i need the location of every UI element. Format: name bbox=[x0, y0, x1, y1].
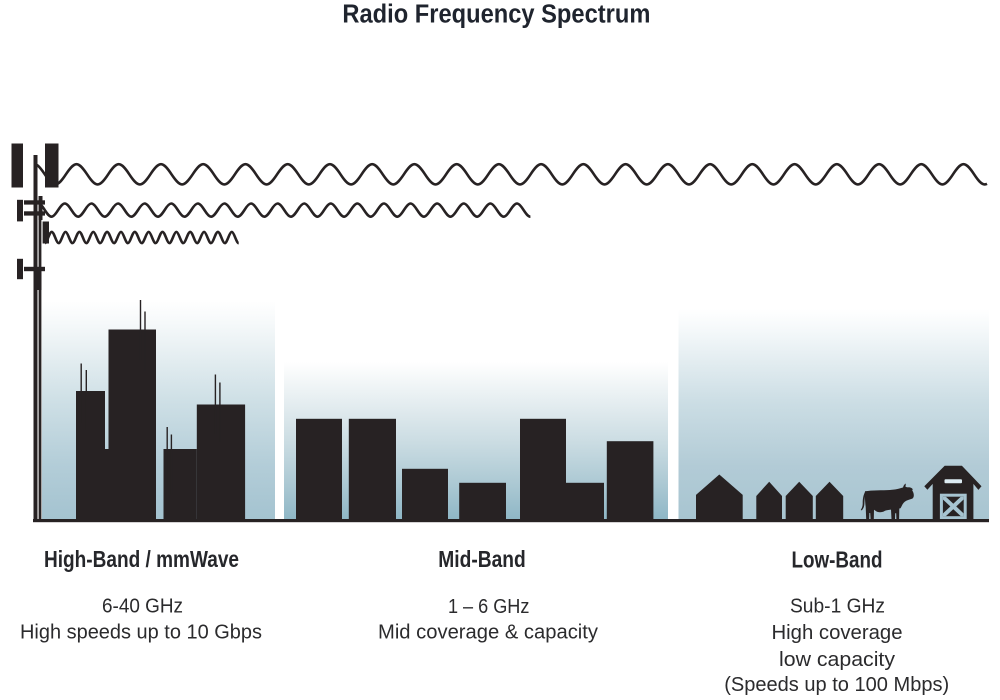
svg-text:Low-Band: Low-Band bbox=[792, 547, 883, 573]
svg-text:low capacity: low capacity bbox=[779, 649, 895, 671]
svg-text:Mid coverage & capacity: Mid coverage & capacity bbox=[378, 622, 598, 644]
svg-text:6-40 GHz: 6-40 GHz bbox=[102, 596, 183, 618]
svg-text:(Speeds up to 100 Mbps): (Speeds up to 100 Mbps) bbox=[724, 674, 949, 696]
svg-text:High coverage: High coverage bbox=[772, 622, 903, 644]
svg-text:High speeds up to 10 Gbps: High speeds up to 10 Gbps bbox=[20, 622, 262, 644]
svg-text:Radio Frequency Spectrum: Radio Frequency Spectrum bbox=[342, 0, 650, 28]
svg-text:1 – 6 GHz: 1 – 6 GHz bbox=[448, 596, 530, 618]
svg-text:High-Band / mmWave: High-Band / mmWave bbox=[44, 546, 239, 572]
svg-text:Sub-1 GHz: Sub-1 GHz bbox=[790, 596, 885, 618]
svg-text:Mid-Band: Mid-Band bbox=[438, 546, 526, 572]
